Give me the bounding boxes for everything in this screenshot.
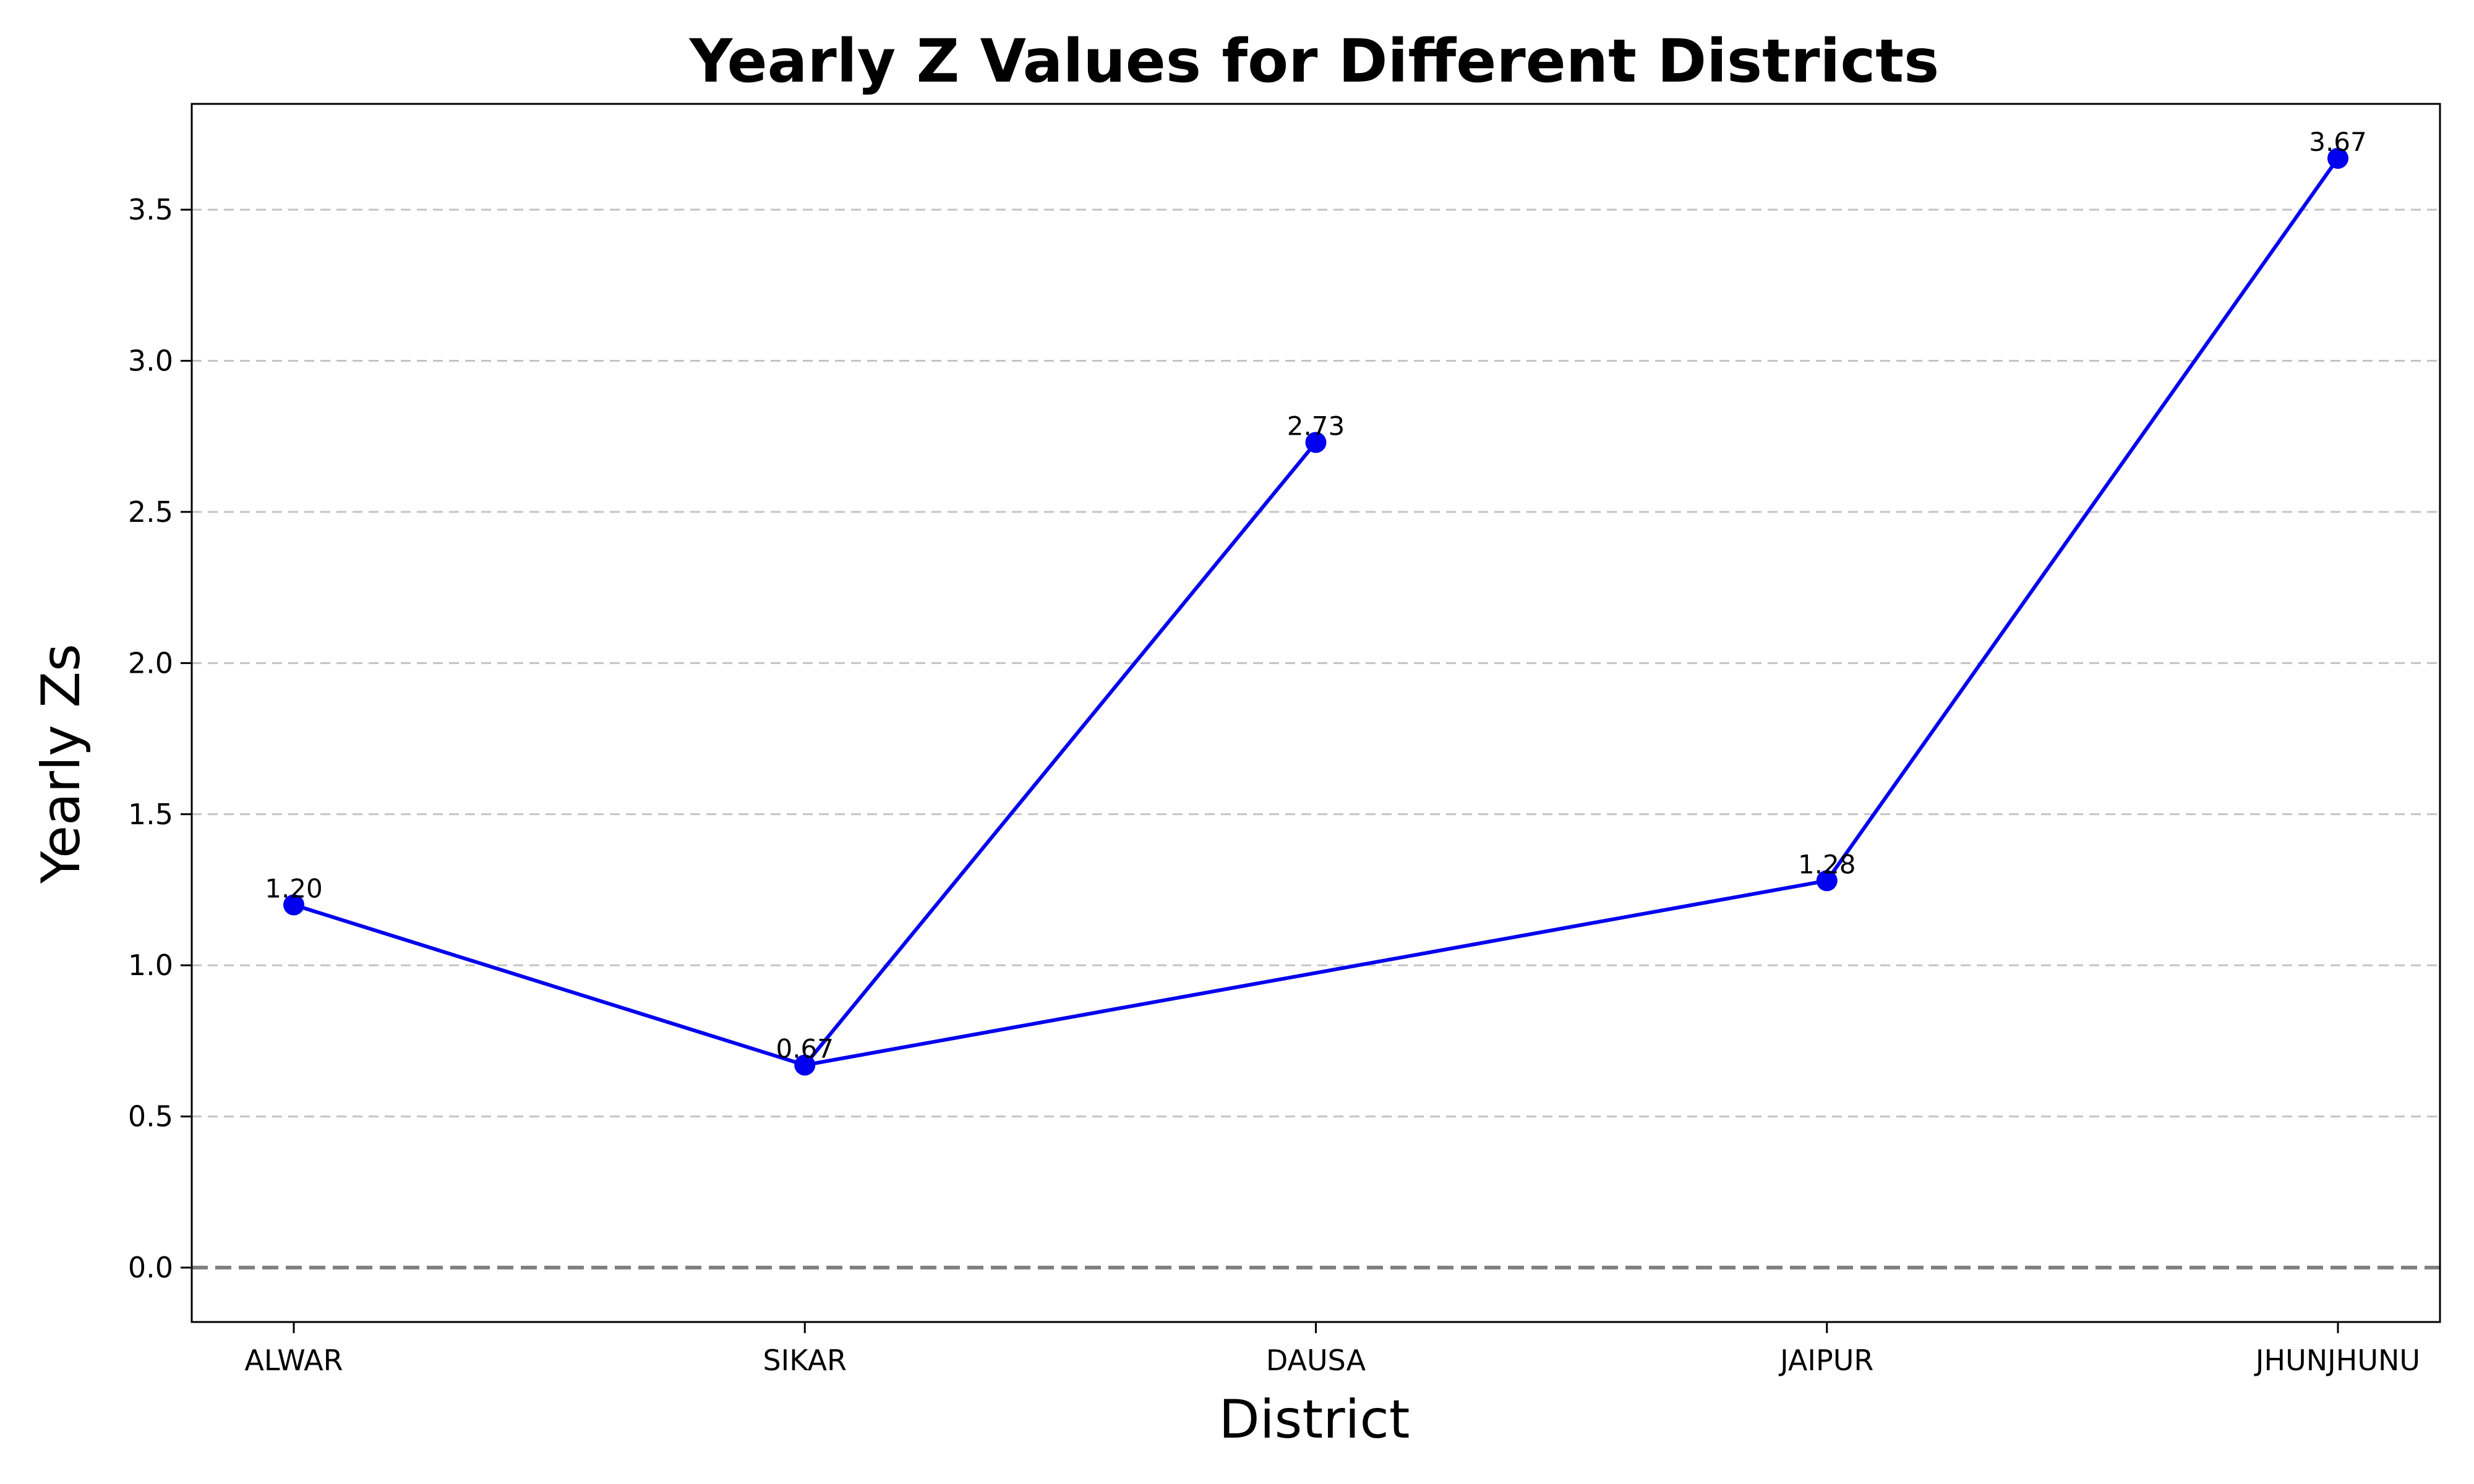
data-label-dausa: 2.73: [1287, 411, 1345, 441]
data-labels: 1.20 0.67 2.73 1.28 3.67: [265, 127, 2367, 1064]
y-axis-label: Yearly Zs: [30, 644, 92, 884]
x-tick-label-sikar: SIKAR: [763, 1344, 847, 1377]
data-label-sikar: 0.67: [776, 1033, 834, 1064]
y-tick-label-7: 3.5: [128, 193, 173, 226]
y-tick-label-1: 0.5: [128, 1100, 173, 1133]
x-axis-ticks: ALWAR SIKAR DAUSA JAIPUR JHUNJHUNU: [244, 1322, 2420, 1377]
series-line-group: [293, 157, 2340, 1068]
chart-title: Yearly Z Values for Different Districts: [689, 27, 1940, 96]
y-tick-label-2: 1.0: [128, 949, 173, 982]
y-tick-label-4: 2.0: [128, 646, 173, 680]
x-tick-label-dausa: DAUSA: [1266, 1344, 1366, 1377]
y-tick-label-0: 0.0: [128, 1251, 173, 1284]
x-tick-label-jhunjhunu: JHUNJHUNU: [2254, 1344, 2420, 1377]
data-label-jhunjhunu: 3.67: [2309, 127, 2367, 157]
gridlines: [192, 208, 2440, 1118]
x-axis-label: District: [1219, 1389, 1410, 1451]
x-tick-label-jaipur: JAIPUR: [1778, 1344, 1873, 1377]
marker-dausa: [1305, 432, 1327, 453]
y-tick-label-6: 3.0: [128, 344, 173, 378]
marker-jhunjhunu: [2327, 147, 2348, 169]
x-tick-label-alwar: ALWAR: [244, 1344, 343, 1377]
plot-frame: [190, 103, 2441, 1323]
marker-alwar: [283, 894, 304, 916]
marker-jaipur: [1816, 870, 1838, 892]
y-tick-label-3: 1.5: [128, 798, 173, 831]
y-tick-label-5: 2.5: [128, 495, 173, 529]
series-line: [293, 157, 2340, 1068]
data-label-jaipur: 1.28: [1798, 849, 1856, 879]
data-markers: [283, 147, 2348, 1076]
data-label-alwar: 1.20: [265, 873, 323, 903]
y-axis-ticks: 0.0 0.5 1.0 1.5 2.0 2.5 3.0 3.5: [128, 193, 192, 1284]
marker-sikar: [794, 1054, 816, 1076]
